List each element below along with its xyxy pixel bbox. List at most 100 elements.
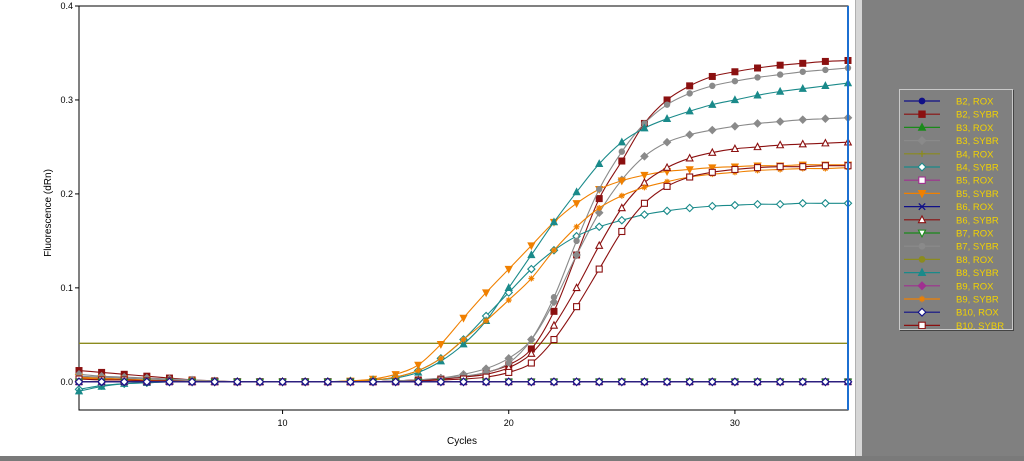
data-point [528, 275, 535, 282]
legend-marker [917, 136, 927, 146]
legend-item[interactable]: B4, ROX [904, 149, 994, 160]
data-point [436, 377, 446, 387]
data-point [594, 377, 604, 387]
legend-label: B2, ROX [956, 97, 994, 108]
data-point [187, 377, 197, 387]
data-point [595, 195, 603, 203]
data-point [255, 377, 265, 387]
legend-item[interactable]: B10, SYBR [904, 321, 1004, 332]
data-point [753, 164, 762, 172]
legend-box[interactable]: B2, ROX B2, SYBR B3, ROX B3, SYBR B4, ROX B4,… [899, 89, 1013, 332]
legend-item[interactable]: B7, ROX [904, 229, 994, 240]
data-point [481, 289, 491, 298]
legend-item[interactable]: B4, SYBR [904, 162, 999, 174]
legend-item[interactable]: B3, ROX [904, 122, 994, 134]
legend-marker [918, 321, 926, 330]
data-point [572, 283, 581, 292]
data-point [436, 341, 446, 349]
data-point [662, 114, 672, 122]
data-point [573, 223, 580, 230]
legend-item[interactable]: B8, SYBR [904, 267, 999, 279]
legend-marker [917, 214, 927, 224]
legend-marker [918, 242, 926, 250]
data-point [526, 377, 536, 387]
legend-item[interactable]: B5, SYBR [904, 189, 999, 200]
data-point [594, 240, 604, 249]
legend-label: B3, ROX [956, 123, 994, 134]
panel-splitter[interactable] [855, 0, 862, 456]
legend-label: B10, ROX [956, 308, 999, 319]
data-point [685, 153, 694, 162]
data-point [528, 336, 535, 343]
data-point [662, 162, 672, 171]
data-point [821, 162, 829, 170]
data-point [640, 199, 648, 207]
data-point [550, 335, 558, 344]
data-point [572, 187, 581, 196]
legend-marker [917, 307, 927, 317]
data-point [550, 307, 558, 315]
data-point [775, 377, 785, 387]
legend-item[interactable]: B7, SYBR [904, 242, 999, 253]
data-point [821, 81, 830, 90]
legend-marker [917, 267, 927, 276]
amplification-plot-panel[interactable]: 10 20 30 0.0 0.1 0.2 0.3 0.4 Cycles Fluorescenc… [0, 0, 862, 456]
legend-item[interactable]: B8, ROX [904, 255, 994, 266]
legend-marker [918, 202, 926, 211]
data-point [300, 377, 310, 387]
legend-label: B5, ROX [956, 176, 994, 187]
data-point [776, 71, 784, 78]
data-point [617, 203, 627, 212]
legend-item[interactable]: B3, SYBR [904, 136, 999, 147]
data-point [821, 377, 830, 387]
legend-label: B8, ROX [956, 255, 994, 266]
data-point [730, 144, 740, 153]
data-point [753, 142, 762, 151]
legend-label: B6, ROX [956, 202, 994, 213]
data-point [753, 199, 762, 209]
data-point [775, 199, 785, 209]
legend-item[interactable]: B2, SYBR [904, 110, 999, 121]
data-point [505, 297, 512, 304]
legend-item[interactable]: B6, ROX [904, 202, 994, 213]
data-point [596, 205, 603, 211]
legend-item[interactable]: B2, ROX [904, 97, 994, 108]
legend: B2, ROX B2, SYBR B3, ROX B3, SYBR B4, ROX B4,… [904, 97, 1004, 332]
data-point [662, 137, 672, 147]
data-point [775, 117, 785, 126]
legend-item[interactable]: B9, ROX [904, 281, 994, 292]
data-point [413, 377, 423, 387]
data-point [776, 163, 784, 171]
legend-item[interactable]: B9, SYBR [904, 295, 999, 306]
data-point [685, 203, 695, 213]
data-point [572, 200, 581, 208]
data-point [640, 123, 649, 132]
data-point [618, 148, 626, 155]
legend-marker [917, 190, 927, 199]
data-point [119, 377, 129, 387]
data-point [595, 265, 603, 273]
data-point [550, 294, 558, 301]
data-point [549, 217, 559, 226]
data-point [526, 264, 536, 274]
data-point [617, 177, 626, 186]
legend-item[interactable]: B10, ROX [904, 307, 999, 319]
data-point [481, 377, 491, 387]
data-point [685, 106, 694, 115]
x-tick-label: 10 [278, 418, 288, 428]
legend-item[interactable]: B6, SYBR [904, 214, 999, 226]
data-point [753, 119, 762, 128]
data-point [618, 157, 626, 165]
data-point [618, 227, 626, 236]
data-point [74, 377, 84, 387]
legend-label: B7, ROX [956, 229, 994, 240]
data-point [459, 339, 468, 348]
data-point [505, 368, 513, 376]
series-b10-rox [74, 377, 853, 387]
legend-item[interactable]: B5, ROX [904, 176, 994, 187]
data-point [640, 210, 649, 219]
amplification-plot[interactable]: 10 20 30 0.0 0.1 0.2 0.3 0.4 Cycles Fluorescenc… [0, 0, 862, 456]
legend-label: B10, SYBR [956, 321, 1004, 329]
data-point [617, 215, 627, 225]
legend-marker [917, 229, 927, 239]
